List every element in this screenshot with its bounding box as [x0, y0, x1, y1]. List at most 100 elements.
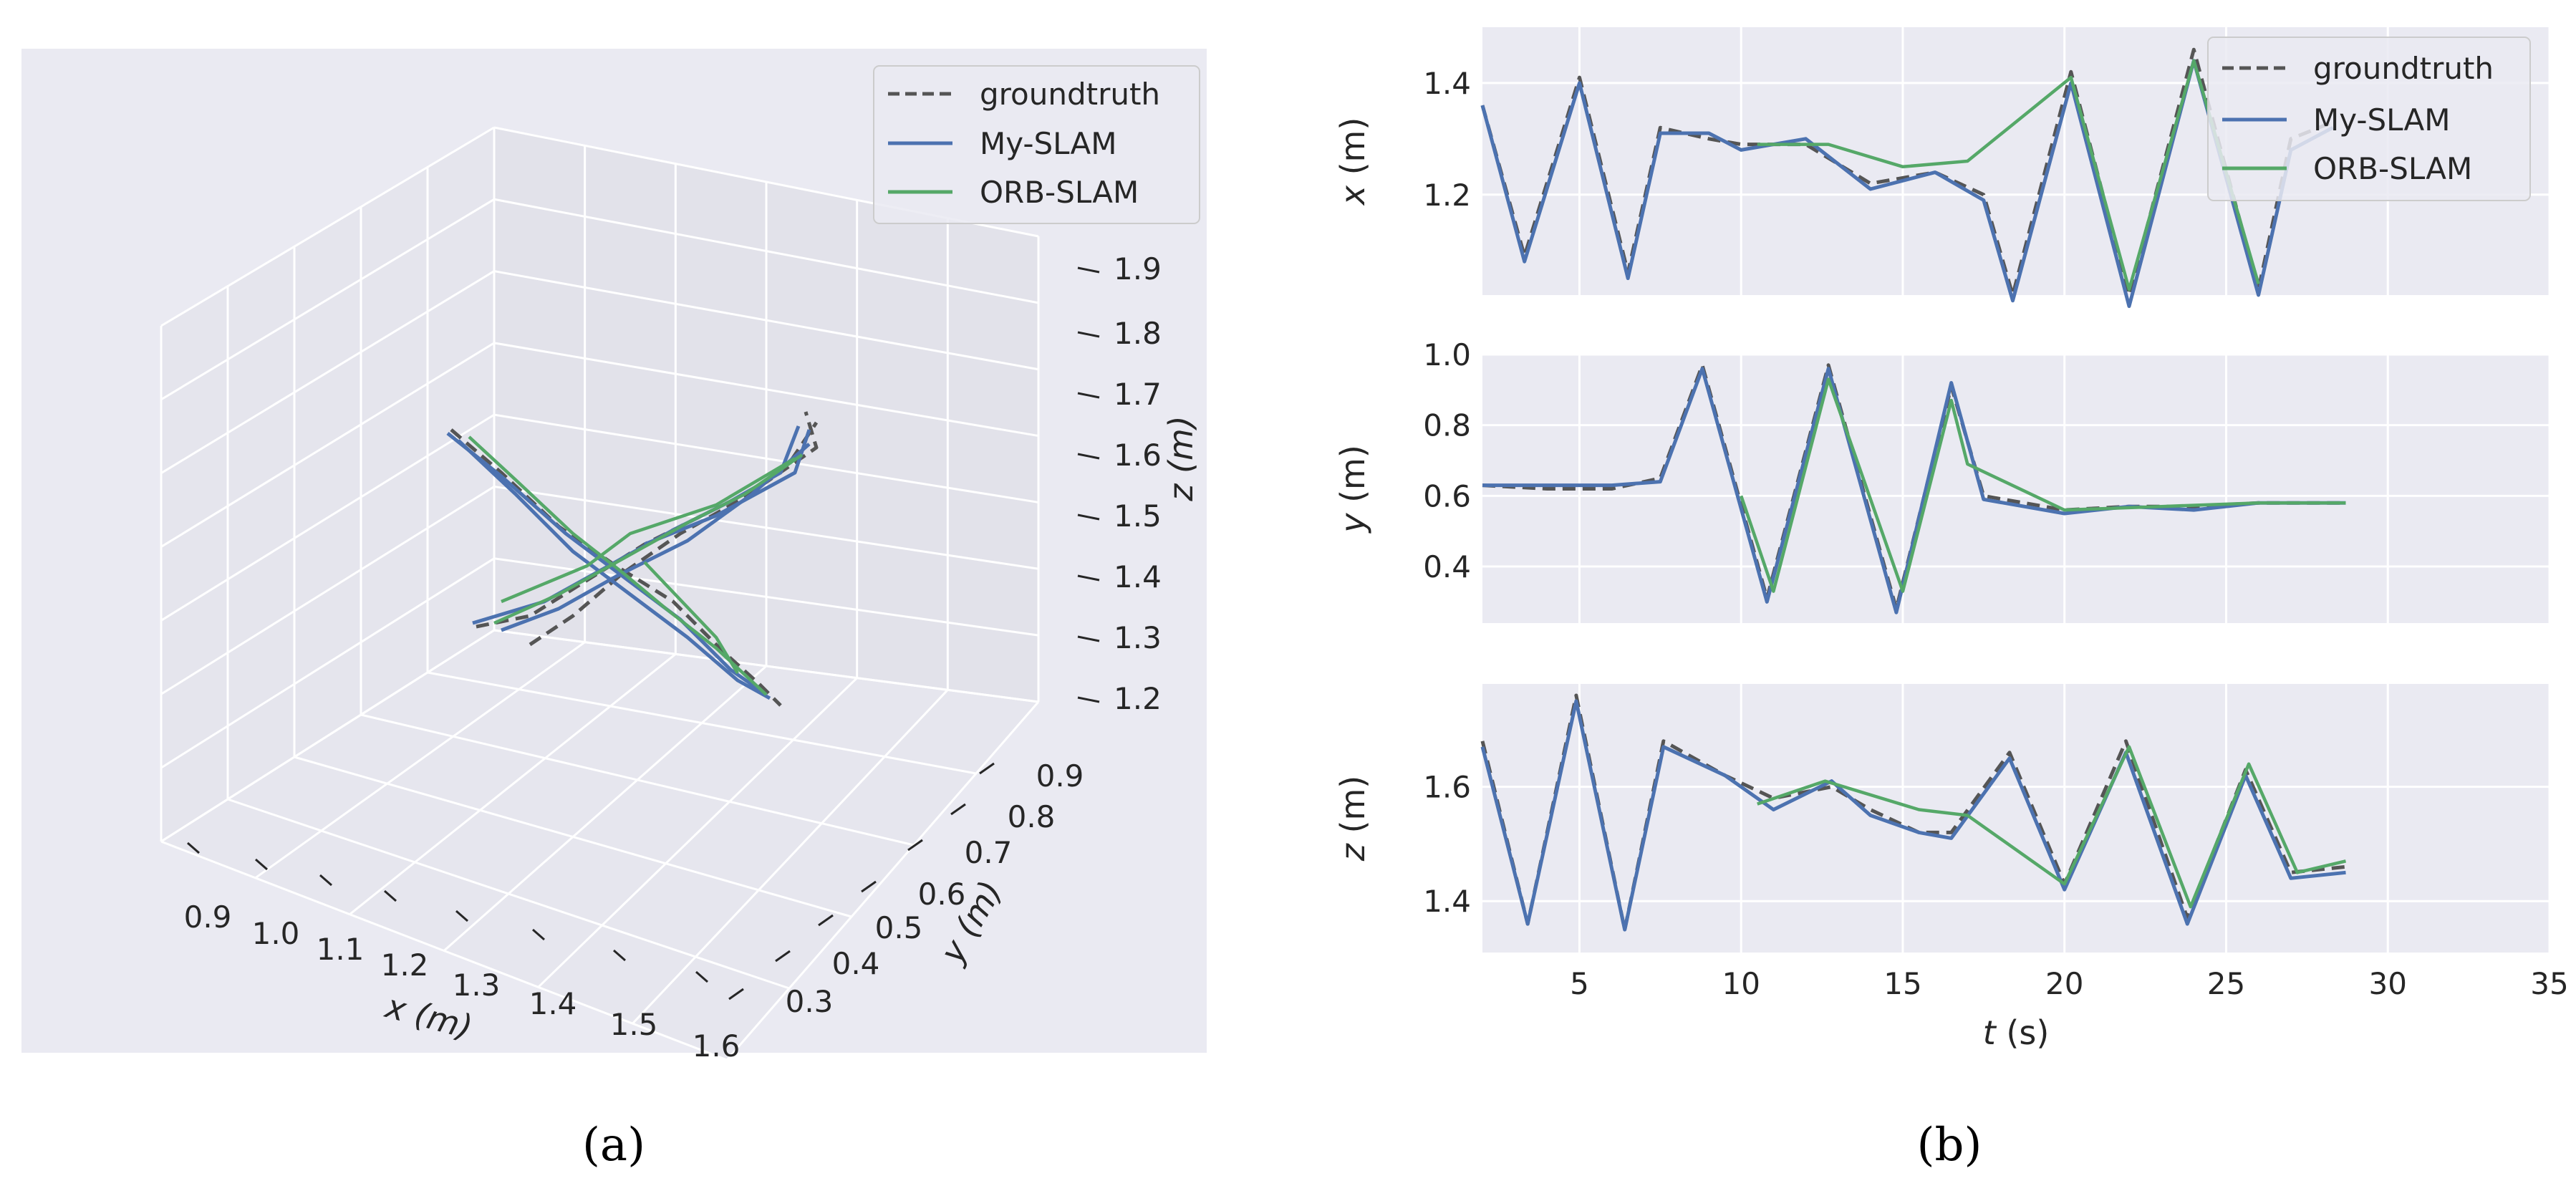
z-tick-label: 1.7 [1114, 377, 1162, 412]
y-tick-label: 0.9 [1036, 758, 1084, 794]
z-tick-label: 1.9 [1114, 251, 1162, 286]
grid-line-3d [294, 756, 852, 918]
x-tick-label: 30 [2369, 966, 2407, 1001]
panel-a-trajectories [446, 411, 819, 707]
x-tick-mark [455, 910, 468, 922]
side-pane [161, 127, 494, 842]
legend-groundtruth-label: groundtruth [980, 77, 1160, 112]
legend-panel-a: groundtruth My-SLAM ORB-SLAM [873, 65, 1200, 224]
grid-line-3d [254, 641, 586, 879]
legend-panel-b: groundtruth My-SLAM ORB-SLAM [2207, 37, 2531, 201]
y-tick-mark [861, 880, 877, 893]
z-tick-mark [1077, 635, 1100, 642]
caption-a: (a) [582, 1119, 645, 1172]
x-tick-mark [613, 949, 626, 962]
y-tick-mark [728, 988, 744, 1000]
trajectory-my-slam [457, 439, 771, 700]
x-tick-label: 5 [1570, 966, 1589, 1001]
y-tick-label: 1.6 [1423, 770, 1471, 805]
grid-line-3d [160, 486, 495, 695]
x-tick-mark [187, 842, 200, 854]
legend-groundtruth-label: groundtruth [2313, 51, 2494, 86]
grid-line-3d [443, 665, 767, 952]
subplot-y: 0.4 0.6 0.8 1.0 y (m) [1333, 337, 2551, 623]
grid-line-3d [160, 342, 495, 548]
grid-line-3d [160, 413, 495, 622]
y-tick-label: 0.6 [1423, 478, 1471, 513]
y-tick-label: 1.0 [1423, 337, 1471, 372]
x-tick-label: 35 [2530, 966, 2568, 1001]
x-tick-label: 20 [2045, 966, 2083, 1001]
x-tick-label: 1.6 [693, 1028, 741, 1064]
x-tick-mark [255, 858, 268, 871]
trajectory-orb-slam [468, 435, 768, 696]
series-line-orb-slam [1757, 59, 2260, 291]
grid-line-3d [427, 671, 977, 775]
x-tick-label: 1.0 [252, 916, 300, 951]
y-tick-mark [907, 839, 923, 852]
z-tick-mark [1077, 513, 1100, 521]
x-tick-label: 1.1 [317, 932, 365, 967]
y-axis-label: x (m) [1333, 117, 1372, 207]
grid-line-3d [725, 701, 1040, 1061]
y-tick-label: 0.4 [832, 946, 880, 981]
x-tick-mark [319, 874, 332, 887]
z-tick-mark [1077, 331, 1100, 338]
y-axis-label: z (m) [1333, 776, 1372, 862]
grid-line-3d [349, 653, 677, 915]
legend-my-slam-label: My-SLAM [980, 126, 1117, 161]
caption-b: (b) [1917, 1119, 1982, 1172]
grid-line-3d [160, 270, 495, 474]
grid-line-3d [160, 629, 495, 843]
trajectory-groundtruth [450, 428, 782, 707]
trajectory-my-slam [501, 443, 811, 632]
x-tick-label: 1.2 [381, 948, 429, 983]
grid-line-3d [160, 126, 495, 327]
y-tick-label: 1.4 [1423, 66, 1471, 101]
trajectory-my-slam [446, 432, 768, 697]
z-tick-label: 1.6 [1114, 438, 1162, 473]
grid-line-3d [360, 713, 915, 847]
legend-box [2207, 37, 2531, 201]
y-tick-label: 0.8 [1423, 408, 1471, 443]
x-tick-mark [532, 928, 545, 941]
grid-line-3d [227, 798, 790, 990]
x-tick-label: 1.3 [453, 968, 501, 1003]
x-tick-label: 15 [1883, 966, 1921, 1001]
panel-a-3d-plot: 0.9 1.0 1.1 1.21.31.41.51.60.30.40.50.60.70… [21, 49, 1207, 1172]
z-tick-label: 1.5 [1114, 498, 1162, 534]
trajectory-orb-slam [643, 561, 739, 675]
z-tick-mark [1077, 266, 1100, 274]
grid-line-3d [160, 198, 495, 401]
z-tick-label: 1.3 [1114, 620, 1162, 655]
grid-line-3d [160, 840, 728, 1061]
y-tick-label: 0.4 [1423, 549, 1471, 584]
trajectory-groundtruth [529, 421, 819, 647]
y-tick-mark [775, 950, 791, 963]
trajectory-my-slam [644, 429, 811, 546]
x-tick-label: 1.5 [610, 1007, 658, 1042]
x-tick-mark [384, 889, 397, 902]
grid-line-3d [632, 689, 949, 1025]
y-tick-mark [950, 803, 966, 816]
y-tick-label: 1.2 [1423, 178, 1471, 213]
z-tick-mark [1077, 574, 1100, 582]
legend-box [873, 65, 1200, 224]
x-tick-mark [695, 970, 708, 983]
grid-line-3d [537, 677, 858, 988]
y-tick-label: 0.8 [1008, 799, 1056, 834]
legend-orb-slam-label: ORB-SLAM [980, 175, 1139, 210]
x-tick-label: 1.4 [529, 986, 577, 1021]
series-line-my-slam [1482, 367, 2346, 614]
panel-a-3d-grid [160, 126, 1040, 1061]
x-tick-label: 10 [1722, 966, 1760, 1001]
legend-my-slam-label: My-SLAM [2313, 102, 2451, 138]
y-tick-label: 0.7 [965, 835, 1013, 870]
z-tick-mark [1077, 696, 1100, 703]
grid-line-3d [493, 629, 1039, 703]
series-line-orb-slam [1757, 745, 2347, 909]
y-tick-mark [979, 762, 995, 775]
y-axis-label: y (m) [1333, 445, 1372, 534]
subplot-z: 1.4 1.6 z (m) 5 10 15 20 25 30 35 t (s) [1333, 684, 2569, 1052]
series-line-my-slam [1480, 699, 2346, 932]
